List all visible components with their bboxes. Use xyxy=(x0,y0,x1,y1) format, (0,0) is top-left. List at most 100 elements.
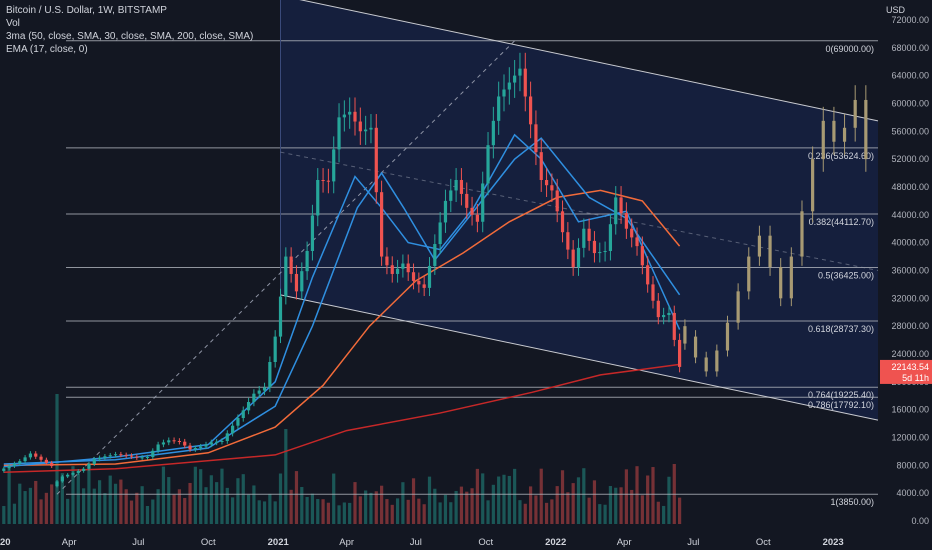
volume-bar xyxy=(571,483,575,524)
symbol-title[interactable]: Bitcoin / U.S. Dollar, 1W, BITSTAMP xyxy=(6,5,167,16)
price-candle xyxy=(278,296,283,337)
price-candle xyxy=(156,444,160,451)
price-candle xyxy=(172,440,176,442)
y-axis-tick: 60000.00 xyxy=(891,98,929,108)
fib-level-label: 0.764(19225.40) xyxy=(808,390,874,400)
price-candle xyxy=(209,442,213,445)
volume-bar xyxy=(651,467,655,524)
price-candle xyxy=(353,111,357,122)
price-candle xyxy=(87,463,91,469)
price-candle xyxy=(523,68,527,97)
price-candle xyxy=(12,463,17,467)
price-candle xyxy=(204,444,208,447)
price-candle xyxy=(326,180,330,182)
moving-average-line xyxy=(3,363,680,474)
volume-bar xyxy=(82,488,86,524)
price-candle xyxy=(374,127,378,193)
volume-bar xyxy=(113,483,118,524)
y-axis-tick: 48000.00 xyxy=(891,182,929,192)
volume-bar xyxy=(459,486,464,524)
price-candle xyxy=(342,114,346,118)
volume-bar xyxy=(470,488,474,524)
price-candle xyxy=(231,425,235,434)
volume-bar xyxy=(667,476,671,524)
volume-bar xyxy=(236,478,240,524)
volume-bar xyxy=(348,502,352,524)
x-axis-tick: 2023 xyxy=(823,537,844,548)
channel-upper-line xyxy=(299,0,879,122)
projection-candle xyxy=(704,357,708,372)
y-axis-tick: 52000.00 xyxy=(891,154,929,164)
price-candle xyxy=(300,271,304,292)
price-candle xyxy=(624,213,628,229)
price-candle xyxy=(289,256,293,274)
volume-bar xyxy=(231,497,235,524)
ema-indicator-label[interactable]: EMA (17, close, 0) xyxy=(6,44,88,55)
volume-bar xyxy=(71,466,75,524)
price-candle xyxy=(92,459,96,464)
volume-bar xyxy=(50,484,54,524)
price-candle xyxy=(390,265,394,274)
volume-bar xyxy=(326,502,330,524)
price-candle xyxy=(55,481,59,487)
volume-bar xyxy=(156,489,160,524)
price-candle xyxy=(576,247,581,267)
volume-bar xyxy=(550,499,554,524)
volume-bar xyxy=(310,493,315,524)
volume-bar xyxy=(502,474,506,524)
projection-candle xyxy=(693,336,698,358)
x-axis-tick: 2020 xyxy=(0,537,11,548)
x-axis-tick: Apr xyxy=(339,537,354,548)
current-price-value: 22143.54 xyxy=(891,362,929,372)
price-candle xyxy=(161,442,166,445)
price-candle xyxy=(18,461,22,464)
volume-bar xyxy=(278,473,283,524)
volume-bar xyxy=(252,485,256,524)
volume-bar xyxy=(129,500,134,524)
y-axis-tick: 56000.00 xyxy=(891,126,929,136)
price-candle xyxy=(188,445,192,450)
volume-bar xyxy=(108,475,112,524)
volume-bar xyxy=(374,491,378,524)
price-candle xyxy=(23,457,27,462)
price-candle xyxy=(119,454,123,456)
price-candle xyxy=(411,272,416,281)
volume-bar xyxy=(443,494,448,524)
price-candle xyxy=(262,387,267,391)
price-candle xyxy=(236,418,240,426)
volume-bar xyxy=(215,482,219,524)
volume-bar xyxy=(411,478,416,524)
price-candle xyxy=(34,453,38,457)
volume-bar xyxy=(23,491,27,524)
price-candle xyxy=(497,96,501,121)
price-candle xyxy=(50,462,54,467)
price-candle xyxy=(108,455,112,457)
volume-indicator-label[interactable]: Vol xyxy=(6,18,20,29)
volume-bar xyxy=(507,475,511,524)
volume-bar xyxy=(183,497,187,524)
volume-bar xyxy=(92,488,96,524)
price-candle xyxy=(571,249,575,267)
price-candle xyxy=(422,284,426,288)
price-candle xyxy=(284,256,288,297)
price-candle xyxy=(82,468,86,471)
volume-bar xyxy=(119,479,123,524)
volume-bar xyxy=(300,487,304,524)
ma-indicator-label[interactable]: 3ma (50, close, SMA, 30, close, SMA, 200… xyxy=(6,31,254,42)
volume-bar xyxy=(305,497,309,524)
projection-candle xyxy=(725,322,730,351)
volume-bar xyxy=(438,502,442,524)
price-candle xyxy=(71,473,75,475)
x-axis-tick: Oct xyxy=(756,537,771,548)
price-candle xyxy=(582,228,586,248)
price-candle xyxy=(662,315,666,318)
price-candle xyxy=(310,215,315,251)
volume-bar xyxy=(76,473,80,524)
volume-bar xyxy=(513,468,517,524)
volume-bar xyxy=(465,491,469,524)
projection-candle xyxy=(683,326,687,344)
volume-bar xyxy=(385,499,389,524)
price-candle xyxy=(667,312,671,316)
